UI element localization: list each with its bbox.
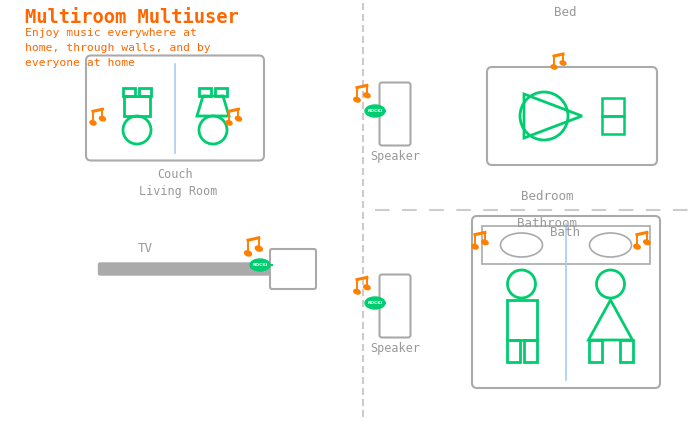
Bar bbox=[507, 340, 519, 362]
Ellipse shape bbox=[90, 120, 96, 125]
Ellipse shape bbox=[235, 117, 241, 121]
Ellipse shape bbox=[354, 289, 360, 294]
FancyBboxPatch shape bbox=[270, 249, 316, 289]
Bar bbox=[124, 96, 150, 116]
Text: Couch: Couch bbox=[158, 167, 192, 181]
Ellipse shape bbox=[634, 244, 640, 249]
Ellipse shape bbox=[256, 246, 262, 251]
Ellipse shape bbox=[226, 120, 232, 125]
Text: ROCKI: ROCKI bbox=[368, 301, 383, 305]
Ellipse shape bbox=[551, 65, 557, 69]
Bar bbox=[215, 88, 227, 96]
Ellipse shape bbox=[244, 251, 251, 256]
Bar bbox=[139, 88, 151, 96]
Ellipse shape bbox=[365, 297, 385, 309]
Bar bbox=[620, 340, 633, 362]
Text: Speaker: Speaker bbox=[370, 342, 420, 355]
Text: ROCKI: ROCKI bbox=[368, 109, 383, 113]
FancyBboxPatch shape bbox=[99, 263, 272, 275]
Ellipse shape bbox=[644, 240, 650, 245]
Ellipse shape bbox=[364, 285, 370, 290]
Bar bbox=[602, 116, 624, 134]
FancyBboxPatch shape bbox=[379, 83, 410, 145]
Ellipse shape bbox=[250, 259, 270, 271]
FancyBboxPatch shape bbox=[487, 67, 657, 165]
Bar bbox=[199, 88, 211, 96]
Bar bbox=[123, 88, 135, 96]
Bar bbox=[507, 300, 536, 340]
FancyBboxPatch shape bbox=[472, 216, 660, 388]
Ellipse shape bbox=[364, 93, 370, 98]
Text: Bed: Bed bbox=[554, 6, 576, 19]
Text: ROCKI: ROCKI bbox=[252, 263, 267, 267]
Bar bbox=[482, 226, 650, 264]
Text: Enjoy music everywhere at
home, through walls, and by
everyone at home: Enjoy music everywhere at home, through … bbox=[25, 28, 211, 68]
Bar bbox=[524, 340, 536, 362]
Text: Living Room: Living Room bbox=[139, 185, 217, 198]
Ellipse shape bbox=[482, 240, 488, 245]
FancyBboxPatch shape bbox=[86, 56, 264, 161]
Ellipse shape bbox=[472, 244, 478, 249]
Text: Bedroom: Bedroom bbox=[521, 190, 573, 203]
Text: Multiroom Multiuser: Multiroom Multiuser bbox=[25, 8, 239, 27]
Ellipse shape bbox=[365, 105, 385, 117]
Text: Speaker: Speaker bbox=[370, 150, 420, 163]
Text: TV: TV bbox=[137, 242, 153, 255]
Ellipse shape bbox=[560, 61, 566, 65]
Ellipse shape bbox=[354, 98, 360, 102]
Text: Bathroom: Bathroom bbox=[517, 217, 577, 230]
Bar bbox=[602, 98, 624, 116]
Ellipse shape bbox=[99, 117, 106, 121]
FancyBboxPatch shape bbox=[379, 274, 410, 338]
Bar bbox=[589, 340, 601, 362]
Text: Bath: Bath bbox=[550, 226, 580, 239]
